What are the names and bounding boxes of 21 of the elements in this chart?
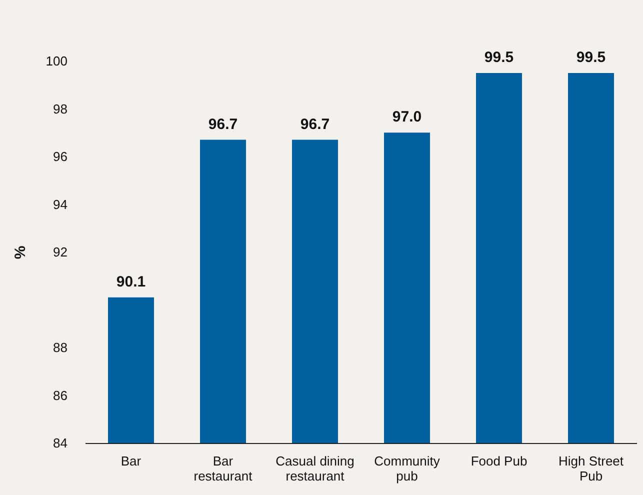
y-tick-label: 100 bbox=[46, 54, 68, 68]
data-label: 90.1 bbox=[116, 273, 146, 290]
x-tick-label: Bar bbox=[120, 454, 142, 468]
y-tick-label: 98 bbox=[53, 101, 68, 116]
y-tick-label: 94 bbox=[53, 196, 68, 212]
x-tick-label: Casual dining restaurant bbox=[276, 454, 354, 484]
x-tick-label: Food Pub bbox=[470, 454, 528, 468]
x-tick-label: Community pub bbox=[374, 454, 440, 484]
y-tick-label: 86 bbox=[53, 388, 68, 403]
data-label: 97.0 bbox=[392, 108, 422, 126]
y-tick-label: 88 bbox=[53, 340, 68, 355]
y-tick-label: 96 bbox=[53, 149, 68, 164]
data-label: 96.7 bbox=[300, 116, 330, 133]
y-tick-label: 84 bbox=[53, 436, 68, 450]
data-label: 99.5 bbox=[576, 48, 606, 66]
y-axis-title: % bbox=[12, 246, 29, 260]
x-tick-label: Bar restaurant bbox=[194, 454, 253, 484]
y-tick-label: 92 bbox=[53, 244, 68, 260]
data-label: 96.7 bbox=[208, 116, 238, 133]
x-tick-label: High Street Pub bbox=[558, 454, 624, 484]
data-label: 99.5 bbox=[484, 48, 514, 66]
